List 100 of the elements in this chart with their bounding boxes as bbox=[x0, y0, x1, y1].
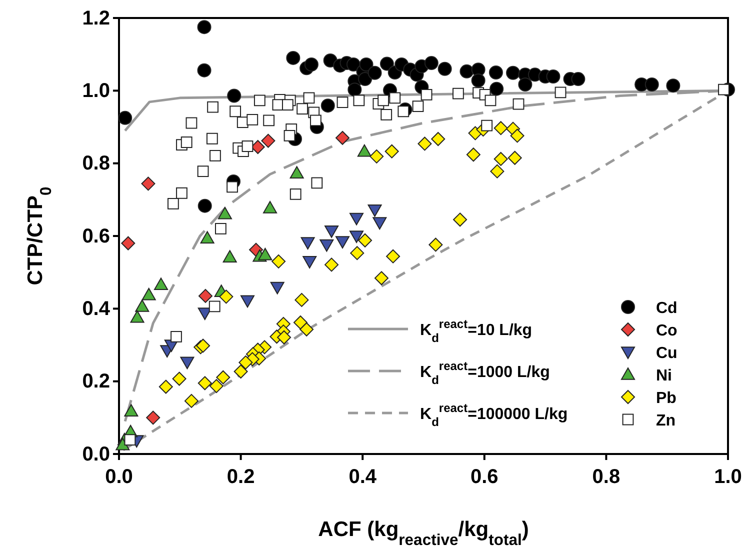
point bbox=[198, 198, 212, 213]
x-tick-label: 1.0 bbox=[714, 466, 742, 488]
point bbox=[261, 134, 276, 148]
x-tick-label: 0.0 bbox=[105, 466, 133, 488]
point bbox=[184, 394, 198, 408]
point bbox=[506, 66, 520, 80]
point bbox=[418, 136, 432, 151]
point bbox=[358, 72, 372, 86]
point bbox=[380, 56, 394, 71]
point bbox=[389, 92, 401, 104]
point bbox=[293, 315, 308, 330]
point bbox=[198, 308, 212, 320]
point bbox=[116, 438, 130, 450]
point bbox=[518, 78, 532, 92]
point bbox=[490, 82, 504, 96]
point bbox=[368, 204, 382, 217]
point bbox=[324, 226, 339, 238]
point bbox=[350, 246, 364, 260]
point bbox=[238, 355, 253, 370]
point bbox=[240, 295, 254, 308]
point bbox=[310, 114, 322, 126]
point bbox=[121, 236, 136, 250]
point bbox=[372, 217, 387, 230]
legend-label: Cu bbox=[656, 345, 678, 362]
point bbox=[350, 230, 364, 243]
point bbox=[302, 256, 317, 268]
point bbox=[336, 236, 350, 248]
y-tick-label: 0.8 bbox=[82, 152, 110, 175]
point bbox=[494, 152, 508, 166]
point bbox=[198, 288, 212, 303]
point bbox=[453, 212, 468, 227]
point bbox=[368, 66, 382, 80]
point bbox=[494, 121, 508, 136]
point bbox=[471, 74, 486, 88]
point bbox=[346, 58, 360, 72]
point bbox=[508, 150, 522, 165]
point bbox=[384, 144, 399, 158]
point bbox=[304, 58, 318, 72]
point bbox=[428, 238, 443, 252]
point bbox=[277, 330, 292, 344]
point bbox=[196, 338, 210, 353]
point bbox=[141, 176, 156, 191]
point bbox=[272, 254, 286, 268]
point bbox=[142, 288, 156, 300]
legend-label: K$_{d}$$^{react}$=100000 L/kg bbox=[420, 401, 568, 429]
point bbox=[198, 376, 212, 390]
point bbox=[666, 78, 680, 93]
point bbox=[320, 239, 334, 252]
point bbox=[350, 212, 364, 226]
point bbox=[300, 237, 315, 250]
point bbox=[424, 56, 438, 70]
point bbox=[348, 82, 362, 97]
point bbox=[154, 278, 168, 290]
legend-label: K$_{d}$$^{react}$=10 L/kg bbox=[420, 317, 532, 345]
x-tick-label: 0.2 bbox=[226, 466, 255, 488]
point bbox=[219, 290, 234, 304]
x-axis-title: ACF (kg$_{reactive}$/kg$_{total}$) bbox=[318, 518, 529, 548]
point bbox=[320, 98, 335, 113]
point bbox=[218, 206, 232, 220]
point bbox=[324, 258, 339, 272]
x-tick-label: 0.6 bbox=[470, 466, 498, 488]
legend-label: Pb bbox=[656, 390, 677, 407]
y-tick-label: 0.2 bbox=[82, 370, 110, 393]
point bbox=[718, 84, 730, 96]
point bbox=[370, 149, 384, 164]
point bbox=[234, 364, 248, 379]
point bbox=[431, 132, 446, 146]
legend-label: Zn bbox=[656, 412, 676, 430]
point bbox=[118, 110, 132, 125]
point bbox=[258, 248, 272, 260]
legend-label: Co bbox=[656, 322, 678, 340]
point bbox=[481, 120, 493, 132]
point bbox=[303, 92, 315, 104]
point bbox=[158, 380, 173, 394]
point bbox=[510, 128, 524, 143]
point bbox=[254, 94, 266, 106]
x-tick-label: 0.4 bbox=[348, 466, 378, 488]
point bbox=[226, 181, 238, 193]
point bbox=[357, 144, 372, 157]
point bbox=[374, 271, 388, 286]
point bbox=[286, 50, 300, 65]
point bbox=[263, 201, 278, 214]
point bbox=[358, 233, 372, 248]
point bbox=[135, 299, 150, 312]
legend-label: Cd bbox=[656, 300, 678, 317]
point bbox=[460, 64, 474, 78]
y-tick-label: 1.2 bbox=[82, 7, 110, 30]
point bbox=[197, 20, 212, 34]
point bbox=[571, 72, 586, 86]
legend-label: Ni bbox=[656, 368, 672, 384]
point bbox=[200, 231, 214, 244]
point bbox=[466, 148, 480, 162]
legend-label: K$_{d}$$^{react}$=1000 L/kg bbox=[420, 359, 550, 387]
point bbox=[300, 322, 314, 336]
point bbox=[284, 130, 296, 142]
point bbox=[227, 88, 242, 103]
point bbox=[180, 356, 194, 370]
point bbox=[124, 404, 138, 416]
point bbox=[146, 410, 160, 425]
point bbox=[130, 310, 144, 323]
